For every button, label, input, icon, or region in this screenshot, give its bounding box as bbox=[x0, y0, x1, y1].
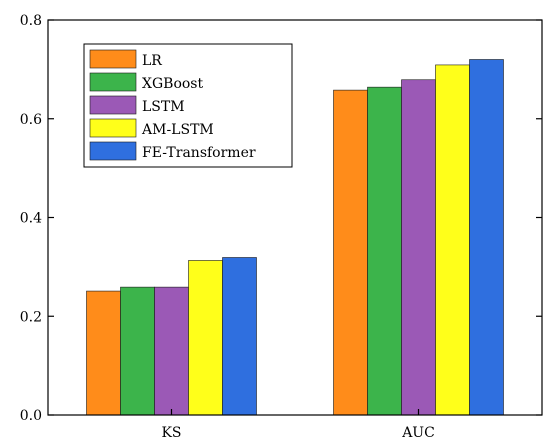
x-axis: KS AUC bbox=[161, 409, 435, 441]
legend-label: FE-Transformer bbox=[142, 145, 256, 161]
y-tick-label: 0.6 bbox=[20, 112, 42, 128]
y-tick-label: 0.0 bbox=[20, 408, 42, 424]
bars-group bbox=[86, 59, 504, 416]
bar-xgboost-ks bbox=[120, 286, 155, 416]
bar-fe-transformer-ks bbox=[222, 257, 257, 416]
legend-swatch bbox=[89, 141, 137, 161]
legend-swatch bbox=[89, 72, 137, 92]
legend-swatch bbox=[89, 118, 137, 138]
y-axis: 0.0 0.2 0.4 0.6 0.8 bbox=[20, 13, 542, 424]
bar-lr-auc bbox=[333, 89, 368, 416]
legend-label: AM-LSTM bbox=[141, 122, 214, 138]
bar-fe-transformer-auc bbox=[469, 59, 504, 416]
y-tick-label: 0.8 bbox=[20, 13, 42, 29]
bar-lr-ks bbox=[86, 290, 121, 416]
legend: LR XGBoost LSTM AM-LSTM FE-Transformer bbox=[83, 43, 293, 168]
legend-label: XGBoost bbox=[142, 76, 203, 92]
bar-am-lstm-auc bbox=[435, 64, 470, 416]
legend-label: LSTM bbox=[142, 99, 185, 115]
bar-lstm-auc bbox=[401, 79, 436, 416]
legend-swatch bbox=[89, 95, 137, 115]
bar-xgboost-auc bbox=[367, 86, 402, 416]
x-tick-label: AUC bbox=[401, 425, 435, 441]
x-tick-label: KS bbox=[161, 425, 181, 441]
y-tick-label: 0.2 bbox=[20, 309, 42, 325]
bar-lstm-ks bbox=[154, 286, 189, 416]
legend-label: LR bbox=[142, 53, 162, 69]
y-tick-label: 0.4 bbox=[20, 211, 42, 227]
legend-swatch bbox=[89, 49, 137, 69]
bar-am-lstm-ks bbox=[188, 260, 223, 416]
